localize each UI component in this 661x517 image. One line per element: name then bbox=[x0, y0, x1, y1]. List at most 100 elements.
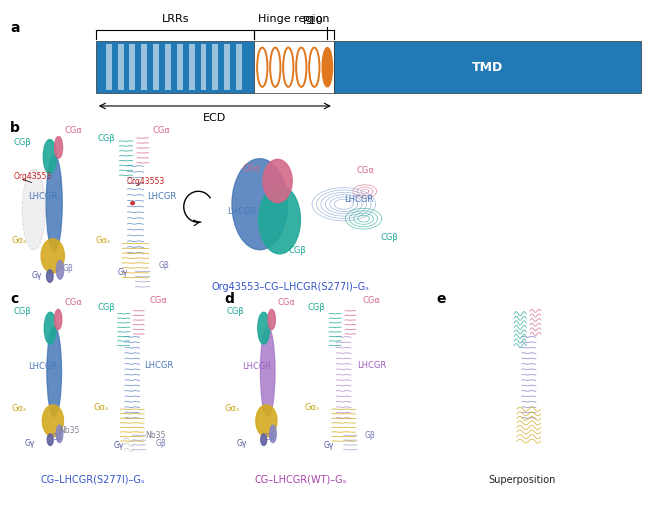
Text: Gγ: Gγ bbox=[25, 438, 36, 448]
Text: P10: P10 bbox=[303, 17, 324, 26]
Text: Nb35: Nb35 bbox=[145, 431, 166, 440]
Text: CGβ: CGβ bbox=[98, 134, 116, 143]
Text: LHCGR: LHCGR bbox=[28, 361, 58, 371]
Text: b: b bbox=[10, 121, 20, 135]
Text: Gβ: Gβ bbox=[155, 439, 166, 448]
Ellipse shape bbox=[261, 434, 267, 446]
Text: CGα: CGα bbox=[362, 296, 380, 306]
Text: Gαₛ: Gαₛ bbox=[94, 403, 109, 412]
Ellipse shape bbox=[54, 309, 62, 330]
Text: CGβ: CGβ bbox=[13, 307, 31, 316]
Ellipse shape bbox=[259, 186, 301, 254]
Ellipse shape bbox=[283, 48, 293, 87]
Bar bbox=[165, 44, 171, 90]
Ellipse shape bbox=[48, 434, 53, 446]
Text: LHCGR: LHCGR bbox=[144, 361, 173, 370]
Ellipse shape bbox=[44, 140, 56, 174]
Bar bbox=[106, 44, 112, 90]
Ellipse shape bbox=[232, 159, 288, 250]
Bar bbox=[118, 44, 124, 90]
Text: CGβ: CGβ bbox=[289, 246, 307, 255]
Text: LHCGR: LHCGR bbox=[28, 192, 58, 201]
Text: CGβ: CGβ bbox=[380, 233, 398, 242]
Text: CGα: CGα bbox=[149, 296, 167, 306]
Text: CGα: CGα bbox=[357, 166, 375, 175]
Text: Org43553: Org43553 bbox=[13, 172, 52, 181]
Text: a: a bbox=[10, 21, 19, 35]
Text: CGα: CGα bbox=[65, 126, 83, 135]
Ellipse shape bbox=[56, 425, 63, 443]
Text: Gαₛ: Gαₛ bbox=[225, 404, 240, 413]
Ellipse shape bbox=[55, 136, 63, 158]
Text: CGβ: CGβ bbox=[307, 303, 325, 312]
Text: d: d bbox=[225, 292, 235, 306]
Ellipse shape bbox=[260, 327, 275, 417]
Ellipse shape bbox=[56, 261, 63, 279]
Text: Gαₛ: Gαₛ bbox=[12, 404, 27, 413]
Text: CGα: CGα bbox=[243, 163, 260, 173]
Text: CGα: CGα bbox=[65, 298, 83, 307]
Bar bbox=[254, 41, 334, 93]
Ellipse shape bbox=[47, 327, 61, 417]
Text: CGα: CGα bbox=[278, 298, 295, 307]
Text: Superposition: Superposition bbox=[488, 475, 556, 484]
Ellipse shape bbox=[41, 239, 64, 273]
Text: LHCGR: LHCGR bbox=[344, 194, 373, 204]
Text: Gγ: Gγ bbox=[118, 268, 128, 278]
Text: Org43553: Org43553 bbox=[127, 177, 165, 187]
Ellipse shape bbox=[268, 309, 276, 330]
Bar bbox=[212, 44, 218, 90]
Text: CGβ: CGβ bbox=[98, 303, 116, 312]
Bar bbox=[200, 44, 206, 90]
Ellipse shape bbox=[270, 425, 276, 443]
Bar bbox=[96, 41, 254, 93]
Ellipse shape bbox=[263, 159, 292, 203]
Bar bbox=[236, 44, 242, 90]
Text: Gγ: Gγ bbox=[237, 438, 247, 448]
Text: Nb35: Nb35 bbox=[59, 425, 80, 435]
Bar bbox=[224, 44, 230, 90]
Text: Gβ: Gβ bbox=[62, 264, 73, 273]
Ellipse shape bbox=[256, 405, 277, 437]
Ellipse shape bbox=[258, 312, 270, 344]
Ellipse shape bbox=[322, 48, 332, 87]
Bar bbox=[141, 44, 147, 90]
Ellipse shape bbox=[270, 48, 280, 87]
Text: Gαₛ: Gαₛ bbox=[304, 403, 319, 412]
Text: CGβ: CGβ bbox=[13, 138, 31, 147]
Text: LHCGR: LHCGR bbox=[227, 207, 256, 217]
Ellipse shape bbox=[309, 48, 319, 87]
Text: Hinge region: Hinge region bbox=[258, 14, 330, 24]
Text: CGβ: CGβ bbox=[227, 307, 245, 316]
Ellipse shape bbox=[46, 270, 53, 282]
Text: c: c bbox=[10, 292, 18, 306]
Bar bbox=[188, 44, 194, 90]
Text: Org43553–CG–LHCGR(S277I)–Gₛ: Org43553–CG–LHCGR(S277I)–Gₛ bbox=[212, 282, 369, 292]
Bar bbox=[153, 44, 159, 90]
Text: LHCGR: LHCGR bbox=[242, 361, 271, 371]
Text: Gβ: Gβ bbox=[264, 433, 275, 443]
Text: Gβ: Gβ bbox=[159, 261, 169, 270]
Text: ECD: ECD bbox=[203, 113, 227, 123]
Text: Gαₛ: Gαₛ bbox=[96, 236, 111, 245]
Text: Gγ: Gγ bbox=[324, 441, 334, 450]
Text: CG–LHCGR(WT)–Gₛ: CG–LHCGR(WT)–Gₛ bbox=[254, 475, 347, 484]
Text: e: e bbox=[436, 292, 446, 306]
Text: CG–LHCGR(S277I)–Gₛ: CG–LHCGR(S277I)–Gₛ bbox=[40, 475, 145, 484]
Ellipse shape bbox=[44, 312, 56, 344]
Ellipse shape bbox=[42, 405, 63, 437]
Text: Gαₛ: Gαₛ bbox=[12, 236, 27, 245]
Text: Gγ: Gγ bbox=[114, 441, 124, 450]
Bar bbox=[130, 44, 136, 90]
Ellipse shape bbox=[257, 48, 268, 87]
Text: LHCGR: LHCGR bbox=[357, 361, 386, 370]
Text: TMD: TMD bbox=[472, 60, 503, 74]
Text: CGα: CGα bbox=[152, 126, 170, 135]
Text: Gγ: Gγ bbox=[32, 270, 42, 280]
Text: Gβ: Gβ bbox=[365, 431, 375, 440]
Text: Gβ: Gβ bbox=[52, 433, 62, 443]
Ellipse shape bbox=[296, 48, 307, 87]
Ellipse shape bbox=[46, 155, 62, 251]
Text: LRRs: LRRs bbox=[161, 14, 189, 24]
Text: LHCGR: LHCGR bbox=[147, 192, 176, 201]
